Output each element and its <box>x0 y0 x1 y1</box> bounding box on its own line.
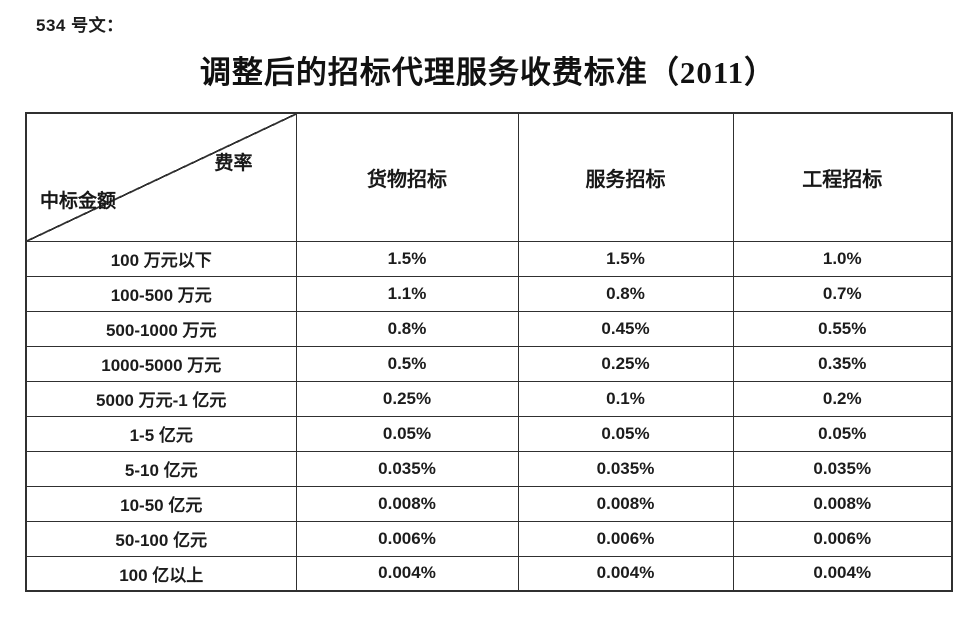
fee-table-body: 100 万元以下 1.5% 1.5% 1.0% 100-500 万元 1.1% … <box>25 240 953 592</box>
fee-value-goods: 0.25% <box>295 380 519 417</box>
fee-value-service: 0.1% <box>517 380 734 417</box>
fee-value-goods: 0.035% <box>295 450 519 487</box>
fee-value-service: 0.006% <box>517 520 734 557</box>
table-row: 100-500 万元 1.1% 0.8% 0.7% <box>25 275 953 312</box>
header-row: 费率 中标金额 货物招标 服务招标 工程招标 <box>25 112 953 242</box>
row-label-amount-range: 1000-5000 万元 <box>25 345 297 382</box>
fee-value-goods: 1.1% <box>295 275 519 312</box>
col-header-service-tender: 服务招标 <box>517 112 734 242</box>
corner-header-cell: 费率 中标金额 <box>25 112 297 242</box>
fee-value-service: 0.25% <box>517 345 734 382</box>
fee-value-engineering: 0.2% <box>732 380 953 417</box>
fee-value-goods: 0.05% <box>295 415 519 452</box>
row-label-amount-range: 500-1000 万元 <box>25 310 297 347</box>
fee-value-engineering: 0.035% <box>732 450 953 487</box>
table-row: 50-100 亿元 0.006% 0.006% 0.006% <box>25 520 953 557</box>
fee-value-service: 0.8% <box>517 275 734 312</box>
row-label-amount-range: 100-500 万元 <box>25 275 297 312</box>
table-row: 1-5 亿元 0.05% 0.05% 0.05% <box>25 415 953 452</box>
fee-value-service: 0.035% <box>517 450 734 487</box>
fee-value-goods: 0.5% <box>295 345 519 382</box>
fee-table: 费率 中标金额 货物招标 服务招标 工程招标 100 万元以下 1.5% 1.5… <box>25 112 953 592</box>
fee-value-goods: 0.006% <box>295 520 519 557</box>
fee-value-goods: 0.008% <box>295 485 519 522</box>
fee-value-service: 0.05% <box>517 415 734 452</box>
page-title: 调整后的招标代理服务收费标准（2011） <box>199 55 777 90</box>
fee-value-goods: 0.8% <box>295 310 519 347</box>
table-row: 5-10 亿元 0.035% 0.035% 0.035% <box>25 450 953 487</box>
row-label-amount-range: 10-50 亿元 <box>25 485 297 522</box>
row-label-amount-range: 5000 万元-1 亿元 <box>25 380 297 417</box>
fee-value-engineering: 0.55% <box>732 310 953 347</box>
table-row: 500-1000 万元 0.8% 0.45% 0.55% <box>25 310 953 347</box>
fee-value-goods: 1.5% <box>295 240 519 277</box>
col-header-goods-tender: 货物招标 <box>295 112 519 242</box>
fee-value-goods: 0.004% <box>295 555 519 592</box>
row-label-amount-range: 5-10 亿元 <box>25 450 297 487</box>
row-label-amount-range: 100 亿以上 <box>25 555 297 592</box>
fee-value-service: 0.45% <box>517 310 734 347</box>
col-header-engineering-tender: 工程招标 <box>732 112 953 242</box>
fee-value-engineering: 0.05% <box>732 415 953 452</box>
table-row: 10-50 亿元 0.008% 0.008% 0.008% <box>25 485 953 522</box>
fee-value-engineering: 0.006% <box>732 520 953 557</box>
fee-value-service: 0.008% <box>517 485 734 522</box>
row-label-amount-range: 50-100 亿元 <box>25 520 297 557</box>
fee-value-engineering: 0.7% <box>732 275 953 312</box>
table-row: 1000-5000 万元 0.5% 0.25% 0.35% <box>25 345 953 382</box>
fee-value-engineering: 0.008% <box>732 485 953 522</box>
table-row: 100 万元以下 1.5% 1.5% 1.0% <box>25 240 953 277</box>
corner-label-rate: 费率 <box>214 153 253 174</box>
doc-number-label: 534 号文： <box>36 16 124 35</box>
row-label-amount-range: 1-5 亿元 <box>25 415 297 452</box>
row-label-amount-range: 100 万元以下 <box>25 240 297 277</box>
corner-label-bid-amount: 中标金额 <box>40 191 117 212</box>
fee-value-engineering: 0.35% <box>732 345 953 382</box>
fee-value-service: 1.5% <box>517 240 734 277</box>
table-row: 5000 万元-1 亿元 0.25% 0.1% 0.2% <box>25 380 953 417</box>
fee-value-service: 0.004% <box>517 555 734 592</box>
table-row: 100 亿以上 0.004% 0.004% 0.004% <box>25 555 953 592</box>
fee-value-engineering: 0.004% <box>732 555 953 592</box>
fee-value-engineering: 1.0% <box>732 240 953 277</box>
